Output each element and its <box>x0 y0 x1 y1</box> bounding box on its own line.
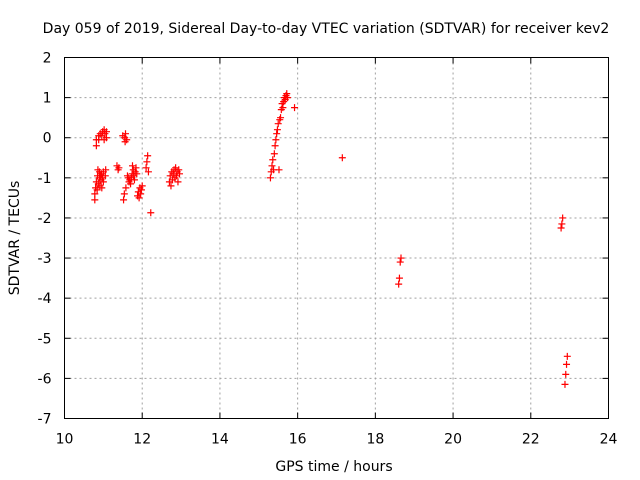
y-tick-label: -3 <box>38 251 52 267</box>
data-point <box>558 220 566 228</box>
y-tick-label: -4 <box>38 291 52 307</box>
plot-frame <box>64 57 609 419</box>
data-point <box>143 158 151 166</box>
data-point <box>92 142 100 150</box>
data-point <box>102 134 110 142</box>
x-tick-label: 12 <box>133 432 151 448</box>
data-point <box>120 196 128 204</box>
grid <box>64 57 609 419</box>
data-point <box>279 104 287 112</box>
y-tick-label: 1 <box>43 91 52 107</box>
x-tick-label: 20 <box>444 432 462 448</box>
data-point <box>144 168 152 176</box>
data-point <box>270 150 278 158</box>
x-tick-label: 16 <box>289 432 307 448</box>
y-tick-label: -7 <box>38 412 52 428</box>
data-point <box>174 178 182 186</box>
data-point <box>115 164 123 172</box>
data-point <box>175 166 183 174</box>
data-point <box>167 182 175 190</box>
x-tick-label: 14 <box>211 432 229 448</box>
data-point <box>272 136 280 144</box>
data-points <box>91 90 571 388</box>
data-point <box>99 178 107 186</box>
data-point <box>559 214 567 222</box>
data-point <box>122 184 130 192</box>
data-point <box>562 370 570 378</box>
data-point <box>120 190 128 198</box>
data-point <box>91 196 99 204</box>
data-point <box>138 182 146 190</box>
data-point <box>397 254 405 262</box>
data-point <box>127 180 135 188</box>
axis-ticks <box>64 57 609 419</box>
x-tick-label: 22 <box>522 432 540 448</box>
data-point <box>137 190 145 198</box>
y-tick-label: 2 <box>43 51 52 67</box>
data-point <box>176 170 184 178</box>
data-point <box>271 142 279 150</box>
x-tick-label: 18 <box>366 432 384 448</box>
data-point <box>142 164 150 172</box>
chart-title: Day 059 of 2019, Sidereal Day-to-day VTE… <box>43 21 610 37</box>
data-point <box>395 274 403 282</box>
data-point <box>269 156 277 164</box>
y-tick-label: -2 <box>38 211 52 227</box>
x-tick-label: 24 <box>600 432 618 448</box>
y-axis-title: SDTVAR / TECUs <box>7 181 23 296</box>
data-point <box>273 126 281 134</box>
data-point <box>102 166 110 174</box>
data-point <box>133 170 141 178</box>
data-point <box>563 360 571 368</box>
data-point <box>338 154 346 162</box>
data-point <box>147 209 155 217</box>
x-axis-title: GPS time / hours <box>275 459 392 475</box>
data-point <box>561 380 569 388</box>
data-point <box>123 136 131 144</box>
y-tick-labels: -7 -6 -5 -4 -3 -2 -1 0 1 2 <box>38 51 52 428</box>
data-point <box>101 172 109 180</box>
data-point <box>130 176 138 184</box>
data-point <box>98 184 106 192</box>
data-point <box>273 130 281 138</box>
data-point <box>268 162 276 170</box>
data-point <box>396 258 404 266</box>
y-tick-label: -1 <box>38 171 52 187</box>
x-tick-labels: 10 12 14 16 18 20 22 24 <box>56 432 618 448</box>
data-point <box>563 352 571 360</box>
y-tick-label: -5 <box>38 331 52 347</box>
data-point <box>275 166 283 174</box>
y-tick-label: -6 <box>38 371 52 387</box>
x-tick-label: 10 <box>56 432 74 448</box>
data-point <box>135 194 143 202</box>
data-point <box>283 90 291 98</box>
data-point <box>122 130 130 138</box>
y-tick-label: 0 <box>43 131 52 147</box>
data-point <box>557 224 565 232</box>
data-point <box>102 128 110 136</box>
data-point <box>291 104 299 112</box>
data-point <box>91 190 99 198</box>
data-point <box>93 186 101 194</box>
data-point <box>277 114 285 122</box>
data-point <box>395 280 403 288</box>
data-point <box>266 174 274 182</box>
data-point <box>132 164 140 172</box>
data-point <box>284 94 292 102</box>
data-point <box>137 186 145 194</box>
data-point <box>144 152 152 160</box>
data-point <box>274 120 282 128</box>
